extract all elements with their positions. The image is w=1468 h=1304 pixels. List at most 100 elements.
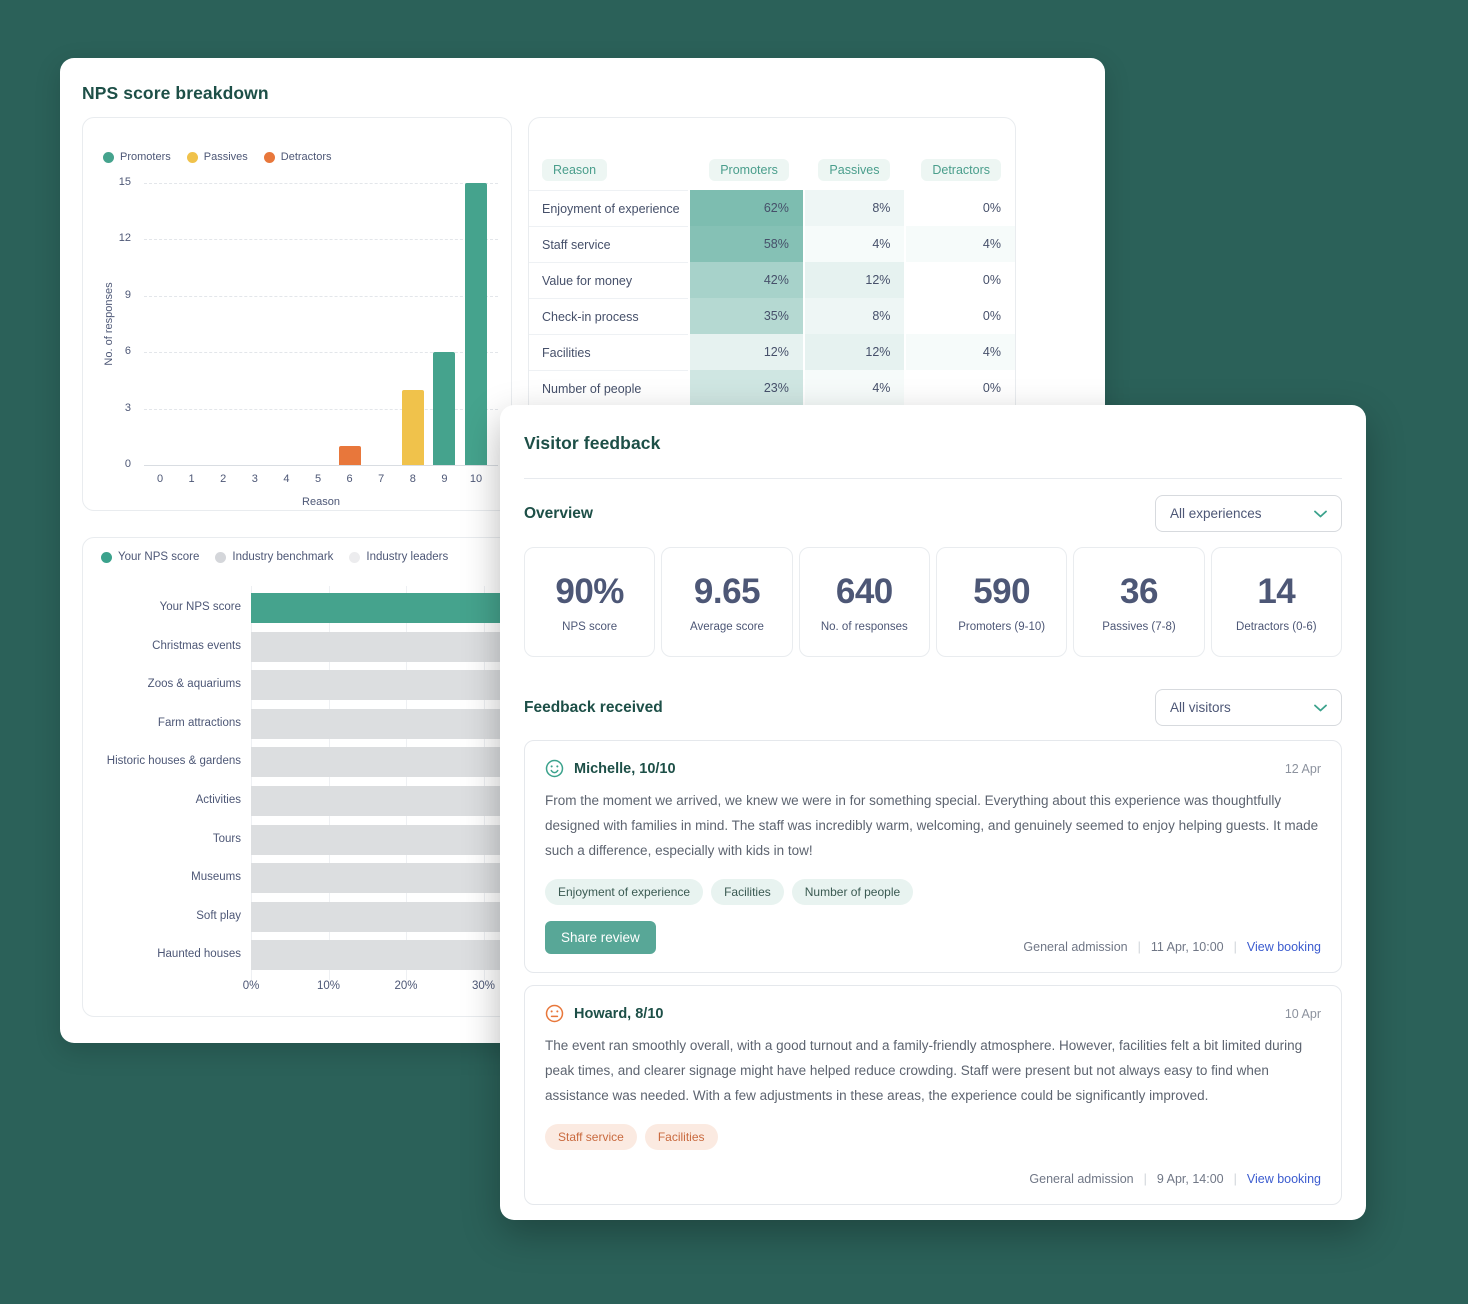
reviewer-name: Michelle, 10/10 <box>574 760 676 777</box>
hbar-benchmark <box>251 863 511 894</box>
legend-label: Industry leaders <box>366 551 449 563</box>
stat-card: 14 Detractors (0-6) <box>1210 547 1342 657</box>
y-tick-label: 0 <box>124 458 131 470</box>
legend-dot <box>215 551 227 563</box>
x-tick-label: 4 <box>283 473 290 485</box>
value-cell: 12% <box>802 334 905 370</box>
value-cell: 4% <box>802 226 905 262</box>
divider <box>524 478 1342 479</box>
legend-item: Your NPS score <box>101 551 199 563</box>
category-label: Activities <box>195 794 241 806</box>
x-tick-label: 10% <box>316 980 341 992</box>
x-tick-label: 1 <box>188 473 195 485</box>
x-tick-label: 10 <box>469 473 483 485</box>
response-chart-legend: Promoters Passives Detractors <box>103 151 332 163</box>
review-header-left: Michelle, 10/10 <box>545 759 676 778</box>
chevron-down-icon <box>1314 510 1327 517</box>
category-label: Your NPS score <box>159 601 241 613</box>
experiences-filter-value: All experiences <box>1170 506 1262 521</box>
legend-label: Your NPS score <box>118 551 200 563</box>
legend-label: Detractors <box>280 151 332 163</box>
review-card: Howard, 8/10 10 Apr The event ran smoothly… <box>524 985 1342 1205</box>
header-pill: Promoters <box>709 159 789 181</box>
benchmark-chart-panel: Your NPS score Industry benchmark Industry… <box>82 537 512 1017</box>
visitors-filter-dropdown[interactable]: All visitors <box>1155 689 1342 726</box>
column-header-reason: Reason <box>529 159 688 181</box>
x-tick-label: 3 <box>251 473 258 485</box>
gridline <box>328 586 330 980</box>
review-tags: Enjoyment of experience Facilities Number … <box>545 879 1321 905</box>
x-tick-label: 20% <box>394 980 418 992</box>
gridline <box>144 295 498 297</box>
table-row: Facilities 12% 12% 4% <box>529 334 1015 370</box>
stat-value: 640 <box>835 571 893 611</box>
hbar-benchmark <box>251 708 511 739</box>
table-row: Staff service 58% 4% 4% <box>529 226 1015 262</box>
response-bar-chart-panel: Promoters Passives Detractors Reason No. o… <box>82 117 512 511</box>
nps-breakdown-title: NPS score breakdown <box>82 83 269 103</box>
legend-label: Industry benchmark <box>232 551 334 563</box>
stat-value: 590 <box>973 571 1031 611</box>
reason-cell: Number of people <box>529 370 689 406</box>
header-pill: Passives <box>818 159 891 181</box>
table-body: Enjoyment of experience 62% 8% 0% Staff serv… <box>529 190 1015 406</box>
legend-label: Promoters <box>120 151 171 163</box>
value-cell: 4% <box>904 334 1015 370</box>
gridline <box>251 586 252 980</box>
gridline <box>483 586 485 980</box>
x-tick-label: 8 <box>409 473 416 485</box>
table-header-row: Reason Promoters Passives Detractors <box>529 159 1015 190</box>
experience-name: General admission <box>1023 940 1128 954</box>
review-date: 10 Apr <box>1284 1006 1321 1021</box>
response-chart-plot-area <box>144 183 498 466</box>
hbar-benchmark <box>251 670 511 701</box>
value-cell: 8% <box>802 190 905 226</box>
bar-10 <box>465 183 487 465</box>
review-header: Howard, 8/10 10 Apr <box>545 1004 1321 1023</box>
stat-value: 9.65 <box>693 571 761 611</box>
x-tick-label: 30% <box>471 980 496 992</box>
view-booking-link[interactable]: View booking <box>1246 1172 1321 1186</box>
value-cell: 12% <box>688 334 803 370</box>
meta-divider: | <box>1233 940 1237 954</box>
experiences-filter-dropdown[interactable]: All experiences <box>1155 495 1342 532</box>
stat-card: 640 No. of responses <box>798 547 930 657</box>
x-tick-label: 0 <box>156 473 164 485</box>
category-label: Christmas events <box>152 639 241 652</box>
category-label: Tours <box>212 832 241 845</box>
category-label: Historic houses & gardens <box>106 755 241 768</box>
legend-item: Industry leaders <box>349 551 448 563</box>
benchmark-chart-plot-area: 0% 10% 20% 30% Your NPS score Christmas event… <box>83 538 511 1016</box>
feedback-received-heading: Feedback received <box>524 698 663 716</box>
column-header-detractors: Detractors <box>904 159 1015 181</box>
overview-section-header: Overview All experiences <box>524 495 1342 532</box>
legend-label: Passives <box>203 151 248 163</box>
x-tick-label: 6 <box>346 473 353 485</box>
stat-card: 90% NPS score <box>524 547 656 657</box>
review-header: Michelle, 10/10 12 Apr <box>545 759 1321 778</box>
share-review-button[interactable]: Share review <box>545 921 656 954</box>
table-row: Value for money 42% 12% 0% <box>529 262 1015 298</box>
x-tick-label: 9 <box>441 473 448 485</box>
gridline <box>144 352 498 354</box>
y-tick-label: 9 <box>124 288 131 301</box>
review-text: From the moment we arrived, we knew we w… <box>545 793 1319 858</box>
x-tick-label: 7 <box>378 473 385 485</box>
value-cell: 35% <box>688 298 803 334</box>
hbar-benchmark <box>251 747 511 778</box>
review-footer: General admission | 9 Apr, 14:00 | View book… <box>545 1166 1321 1186</box>
review-card: Michelle, 10/10 12 Apr From the moment we … <box>524 740 1342 973</box>
tag: Number of people <box>791 879 914 905</box>
x-axis-label: Reason <box>302 496 340 508</box>
value-cell: 8% <box>802 298 905 334</box>
review-tags: Staff service Facilities <box>545 1124 1321 1150</box>
review-text: The event ran smoothly overall, with a g… <box>545 1038 1303 1103</box>
booking-meta: General admission | 9 Apr, 14:00 | View book… <box>1029 1172 1321 1186</box>
y-tick-label: 15 <box>118 176 131 188</box>
value-cell: 0% <box>904 190 1015 226</box>
stat-value: 14 <box>1257 571 1296 611</box>
category-label: Museums <box>191 871 241 884</box>
y-tick-label: 6 <box>124 345 131 358</box>
view-booking-link[interactable]: View booking <box>1246 940 1321 954</box>
stat-label: No. of responses <box>820 620 908 633</box>
